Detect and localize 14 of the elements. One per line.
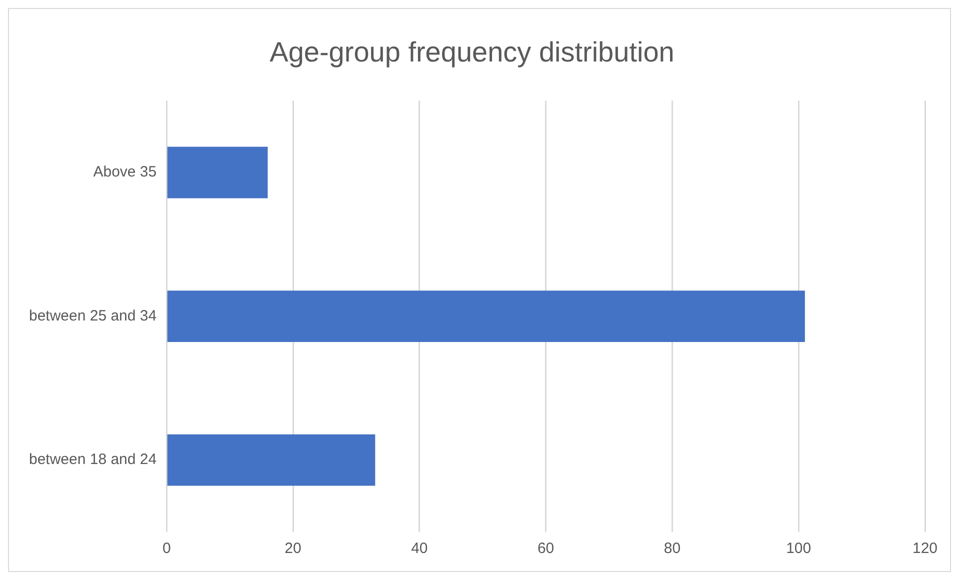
bar xyxy=(167,146,268,198)
x-tick-label: 20 xyxy=(284,540,302,558)
bar xyxy=(167,434,376,486)
x-tick-label: 0 xyxy=(162,540,171,558)
y-tick-label: between 25 and 34 xyxy=(28,307,157,324)
x-tick-label: 40 xyxy=(411,540,428,558)
x-tick-label: 100 xyxy=(786,540,812,558)
y-tick-label: Above 35 xyxy=(93,164,157,181)
x-tick-label: 120 xyxy=(912,540,938,558)
x-tick-label: 60 xyxy=(537,540,554,558)
y-tick-label: between 18 and 24 xyxy=(28,451,157,468)
bar xyxy=(167,290,805,342)
x-tick-label: 80 xyxy=(664,540,681,558)
chart-title: Age-group frequency distribution xyxy=(270,36,674,68)
